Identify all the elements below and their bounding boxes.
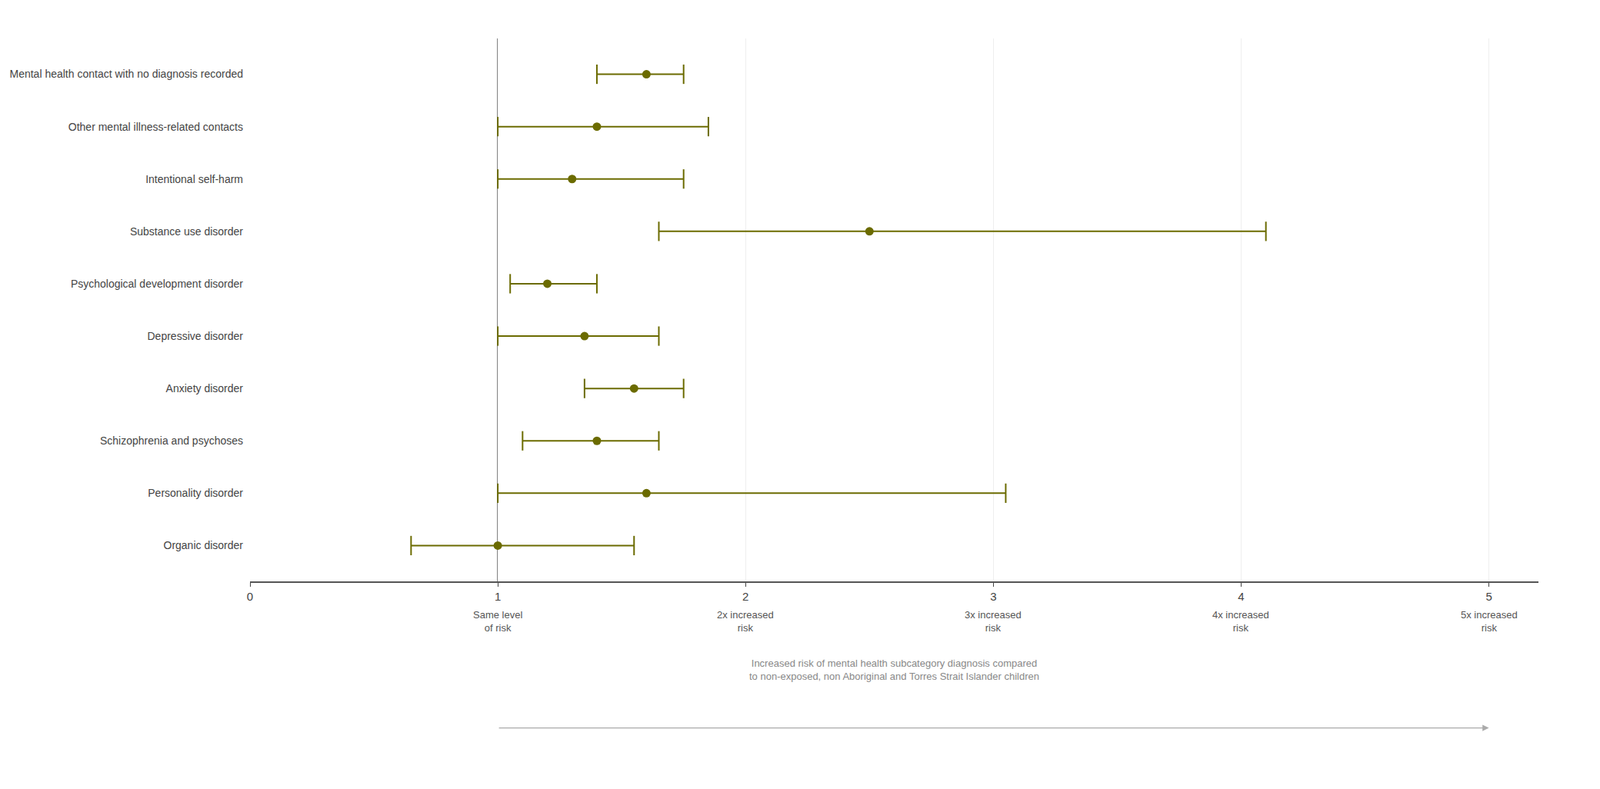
svg-text:Psychological development diso: Psychological development disorder <box>70 277 244 290</box>
svg-text:3x increasedrisk: 3x increasedrisk <box>964 609 1022 634</box>
svg-text:4x increasedrisk: 4x increasedrisk <box>1212 609 1270 634</box>
svg-text:Personality disorder: Personality disorder <box>147 486 244 500</box>
svg-text:0: 0 <box>246 590 254 604</box>
svg-text:3: 3 <box>990 590 997 604</box>
svg-text:Increased risk of mental healt: Increased risk of mental health subcateg… <box>749 657 1040 683</box>
svg-text:Intentional self-harm: Intentional self-harm <box>145 173 244 186</box>
svg-text:5x increasedrisk: 5x increasedrisk <box>1460 609 1518 634</box>
svg-text:Same levelof risk: Same levelof risk <box>473 609 523 634</box>
svg-text:Mental health contact with no: Mental health contact with no diagnosis … <box>9 67 244 80</box>
svg-text:Depressive disorder: Depressive disorder <box>147 330 244 343</box>
svg-text:2: 2 <box>742 590 749 604</box>
svg-text:Schizophrenia and psychoses: Schizophrenia and psychoses <box>100 434 244 447</box>
svg-text:4: 4 <box>1237 590 1244 604</box>
svg-text:2x increasedrisk: 2x increasedrisk <box>716 609 774 634</box>
svg-text:Other mental illness-related c: Other mental illness-related contacts <box>68 120 244 134</box>
svg-text:5: 5 <box>1485 590 1492 604</box>
svg-text:Substance use disorder: Substance use disorder <box>130 225 244 238</box>
svg-text:1: 1 <box>494 590 501 604</box>
svg-text:Anxiety disorder: Anxiety disorder <box>166 382 244 395</box>
svg-text:Organic disorder: Organic disorder <box>163 539 244 552</box>
